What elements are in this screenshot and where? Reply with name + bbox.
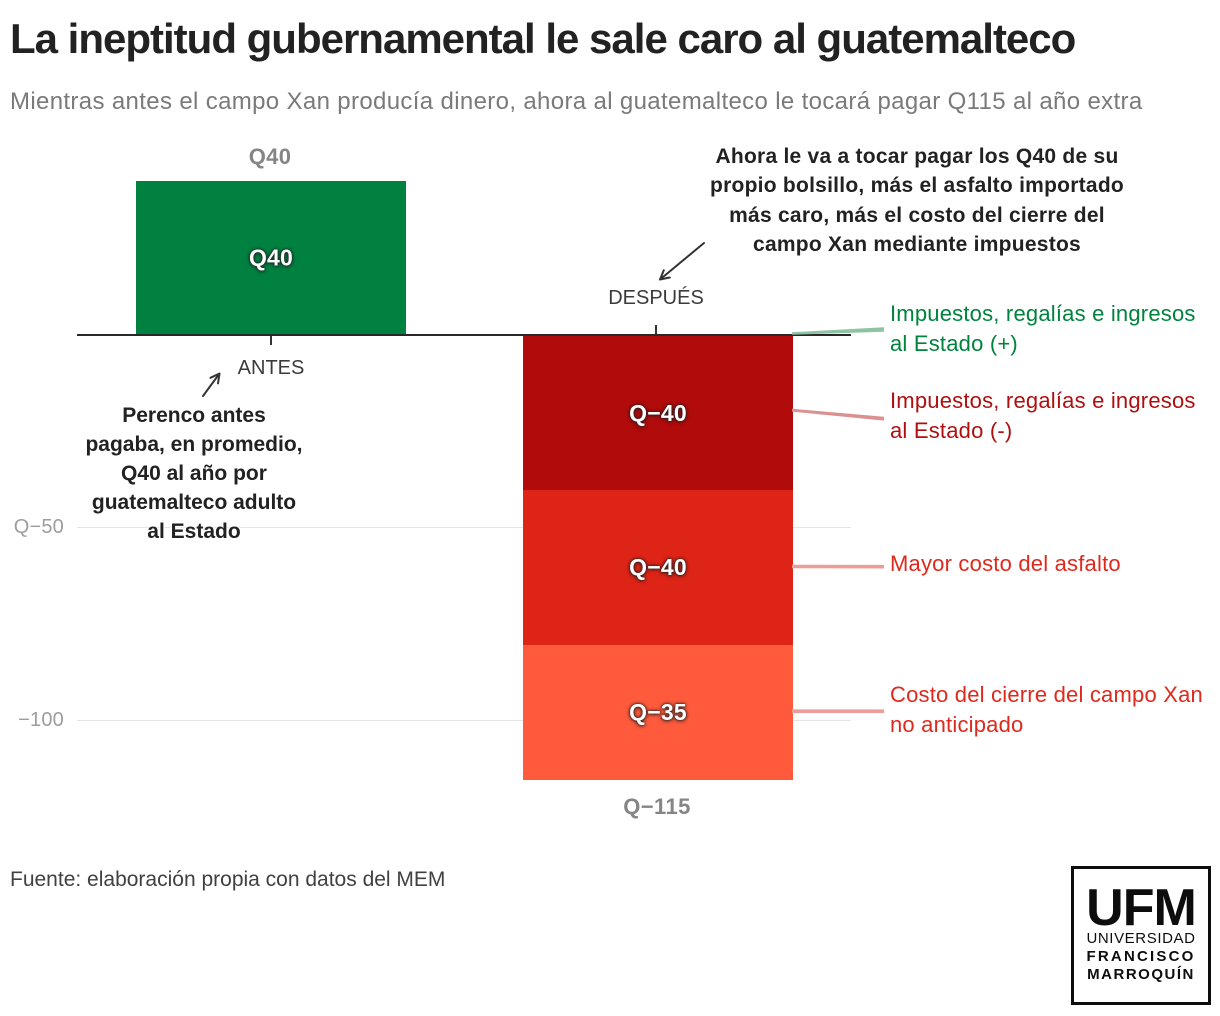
connector-line-asphalt xyxy=(792,564,884,569)
category-label-antes: ANTES xyxy=(237,357,305,379)
ufm-logo-word-universidad: UNIVERSIDAD xyxy=(1086,929,1196,947)
tick-despues xyxy=(655,325,657,334)
segment-cierre-value-label: Q−35 xyxy=(629,698,687,725)
annotation-antes-line-2: pagaba, en promedio, xyxy=(85,433,303,456)
legend-impuestos-positive: Impuestos, regalías e ingresos al Estado… xyxy=(890,299,1196,359)
ufm-logo[interactable]: UFM UNIVERSIDAD FRANCISCO MARROQUÍN xyxy=(1071,866,1211,1005)
annotation-despues-line-3: más caro, más el costo del cierre del xyxy=(729,203,1105,227)
annotation-despues-note: Ahora le va a tocar pagar los Q40 de su … xyxy=(710,142,1124,260)
legend-impuestos-negative-line-2: al Estado (-) xyxy=(890,418,1013,443)
ufm-logo-word-marroquin: MARROQUÍN xyxy=(1087,965,1195,983)
legend-impuestos-negative-line-1: Impuestos, regalías e ingresos xyxy=(890,388,1196,413)
connector-line-negative xyxy=(792,408,884,421)
x-axis-line xyxy=(77,334,851,336)
chart-subtitle: Mientras antes el campo Xan producía din… xyxy=(10,88,1143,115)
arrow-to-antes xyxy=(202,372,221,397)
legend-impuestos-negative: Impuestos, regalías e ingresos al Estado… xyxy=(890,386,1196,446)
y-axis-label-minus-50: Q−50 xyxy=(13,516,64,538)
y-axis-label-minus-100: −100 xyxy=(18,709,64,731)
annotation-antes-line-1: Perenco antes xyxy=(122,404,266,427)
segment-cierre-xan[interactable]: Q−35 xyxy=(523,644,793,780)
connector-line-closure xyxy=(792,709,884,713)
annotation-despues-line-1: Ahora le va a tocar pagar los Q40 de su xyxy=(715,145,1119,168)
chart-title: La ineptitud gubernamental le sale caro … xyxy=(10,15,1076,62)
gridline-minus-50 xyxy=(77,527,851,528)
gridline-minus-100 xyxy=(77,720,851,721)
legend-costo-cierre-xan: Costo del cierre del campo Xan no antici… xyxy=(890,680,1203,740)
annotation-antes-line-4: guatemalteco adulto xyxy=(91,491,297,514)
segment-asfalto[interactable]: Q−40 xyxy=(523,490,793,645)
arrow-to-despues xyxy=(659,242,705,281)
annotation-despues-line-4: campo Xan mediante impuestos xyxy=(753,233,1081,257)
tick-antes xyxy=(270,336,272,345)
annotation-antes-line-3: Q40 al año por xyxy=(121,462,267,485)
legend-asfalto-line-1: Mayor costo del asfalto xyxy=(890,551,1121,576)
annotation-despues-line-2: propio bolsillo, más el asfalto importad… xyxy=(710,174,1124,198)
bar-antes-value-label: Q40 xyxy=(248,244,294,271)
legend-impuestos-positive-line-1: Impuestos, regalías e ingresos xyxy=(890,301,1196,326)
antes-total-label: Q40 xyxy=(248,144,292,169)
segment-impuestos-value-label: Q−40 xyxy=(629,399,687,426)
legend-cierre-line-1: Costo del cierre del campo Xan xyxy=(890,682,1203,707)
ufm-logo-word-francisco: FRANCISCO xyxy=(1086,947,1196,965)
annotation-antes-line-5: al Estado xyxy=(147,520,241,543)
source-note: Fuente: elaboración propia con datos del… xyxy=(10,868,446,891)
legend-cierre-line-2: no anticipado xyxy=(890,712,1024,737)
category-label-despues: DESPUÉS xyxy=(608,287,704,309)
bar-despues-stack: Q−40 Q−40 Q−35 xyxy=(523,336,793,780)
segment-asfalto-value-label: Q−40 xyxy=(629,554,687,581)
legend-mayor-costo-asfalto: Mayor costo del asfalto xyxy=(890,549,1121,579)
segment-impuestos-negative[interactable]: Q−40 xyxy=(523,336,793,491)
ufm-logo-acronym: UFM xyxy=(1086,878,1197,937)
despues-total-label: Q−115 xyxy=(623,794,691,819)
legend-impuestos-positive-line-2: al Estado (+) xyxy=(890,331,1018,356)
annotation-antes-note: Perenco antes pagaba, en promedio, Q40 a… xyxy=(85,401,302,546)
bar-antes-positive[interactable]: Q40 xyxy=(136,181,406,335)
